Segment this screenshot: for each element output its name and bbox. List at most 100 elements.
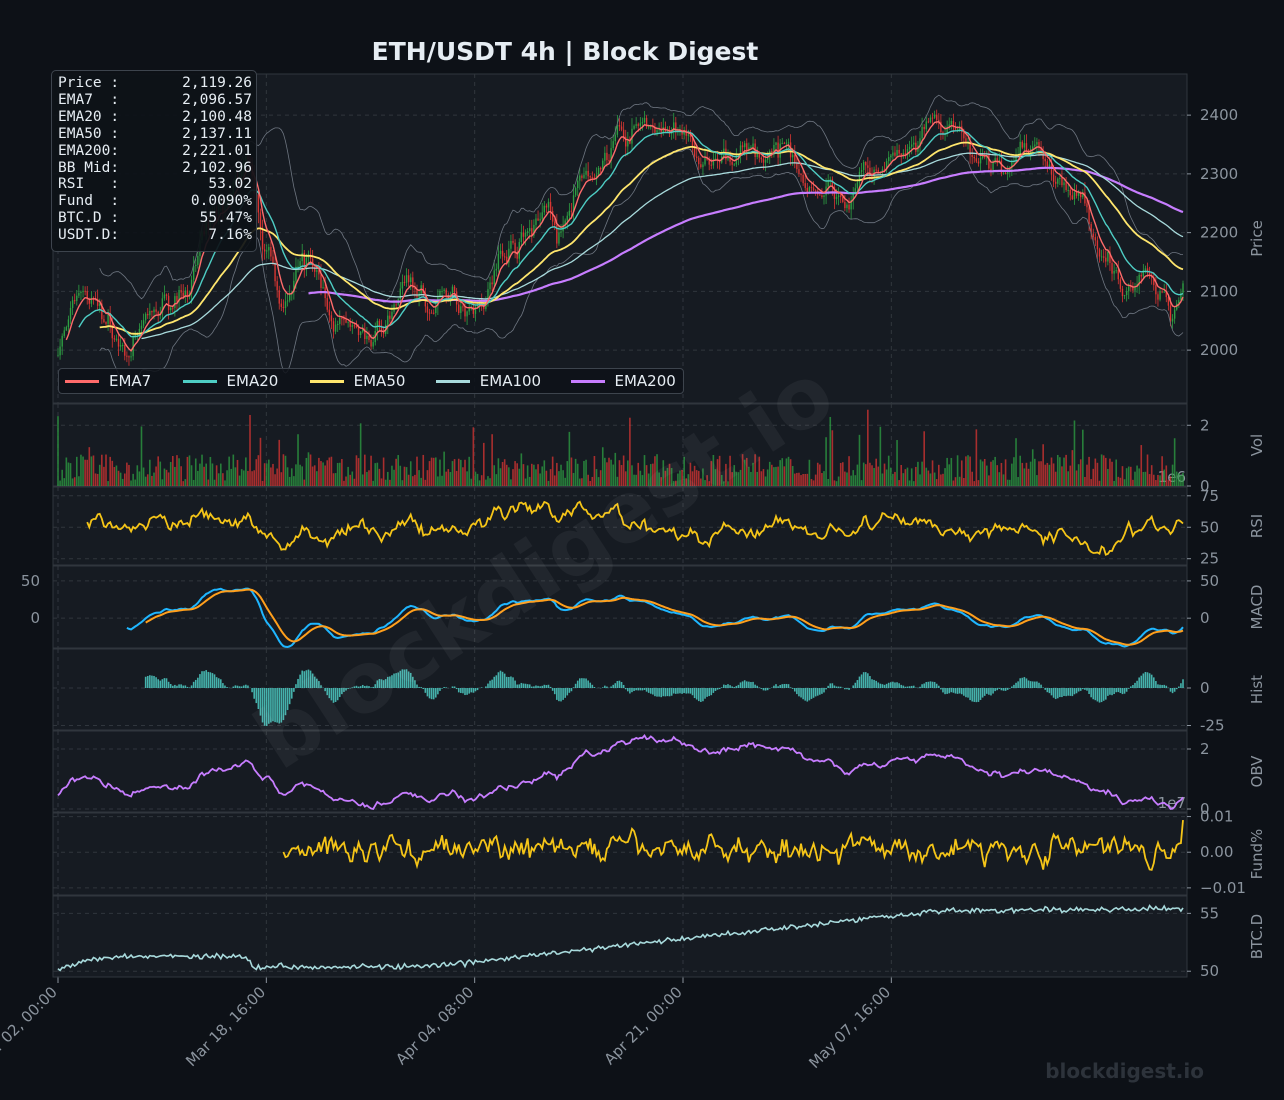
histogram-bar [506,677,508,688]
candle-body [128,356,129,357]
candle-body [289,295,290,301]
histogram-bar [713,688,715,693]
candle-body [151,311,152,312]
volume-bar [980,460,982,486]
candle-body [195,265,196,266]
volume-bar [452,461,454,486]
chart-title: ETH/USDT 4h | Block Digest [372,37,759,66]
volume-bar [404,467,406,486]
volume-bar [915,467,917,486]
volume-bar [996,465,998,486]
volume-bar [1161,456,1163,486]
volume-bar [458,459,460,486]
histogram-bar [738,685,740,688]
volume-bar [1157,475,1159,486]
histogram-bar [786,684,788,688]
candle-body [57,355,58,356]
histogram-bar [698,688,700,701]
volume-bar [909,480,911,486]
volume-bar [437,476,439,486]
histogram-bar [1024,677,1026,688]
y-tick-label: 2400 [1200,106,1238,124]
candle-body [1078,193,1079,196]
volume-bar [1047,463,1049,486]
histogram-bar [936,684,938,688]
volume-bar [1092,469,1094,486]
volume-bar [460,460,462,486]
volume-bar [379,469,381,486]
histogram-bar [621,682,623,688]
histogram-bar [999,688,1001,689]
histogram-bar [243,685,245,688]
volume-bar [72,478,74,486]
histogram-bar [193,682,195,688]
histogram-bar [1180,683,1182,688]
info-key: RSI : [58,176,146,193]
histogram-bar [523,684,525,688]
candle-body [494,270,495,284]
candle-body [78,293,79,296]
y-tick-label-left: 0 [30,609,40,627]
histogram-bar [1170,688,1172,692]
volume-bar [936,479,938,486]
info-value: 2,221.01 [146,143,252,160]
histogram-bar [1036,681,1038,688]
volume-bar [1017,477,1019,486]
candle-body [696,157,697,158]
candle-body [379,321,380,326]
histogram-bar [1147,672,1149,688]
volume-bar [228,457,230,486]
histogram-bar [859,677,861,688]
histogram-bar [452,686,454,688]
histogram-bar [571,688,573,691]
histogram-bar [779,685,781,688]
histogram-bar [1034,682,1036,688]
panel-btcd [53,896,1187,977]
candle-body [1065,182,1066,190]
histogram-bar [644,688,646,690]
histogram-bar [852,685,854,688]
candle-body [1036,142,1037,144]
volume-bar [857,465,859,486]
histogram-bar [992,688,994,694]
candle-body [1022,142,1023,148]
volume-bar [281,472,283,486]
volume-bar [1051,458,1053,486]
histogram-bar [704,688,706,699]
volume-bar [274,474,276,486]
volume-bar [383,458,385,486]
volume-bar [427,470,429,486]
volume-bar [525,479,527,486]
histogram-bar [456,688,458,689]
candle-body [585,171,586,175]
volume-bar [1090,479,1092,486]
histogram-bar [564,688,566,698]
histogram-bar [692,688,694,695]
volume-bar [466,471,468,486]
volume-bar [339,463,341,486]
candle-body [180,290,181,293]
histogram-bar [199,674,201,688]
candle-body [1122,289,1123,296]
volume-bar [122,479,124,486]
histogram-bar [913,686,915,688]
histogram-bar [552,688,554,691]
volume-bar [898,480,900,486]
histogram-bar [980,688,982,700]
volume-bar [226,470,228,486]
info-row: BTC.D :55.47% [58,210,256,227]
candle-body [345,320,346,323]
histogram-bar [1013,685,1015,688]
histogram-bar [1120,688,1122,693]
volume-bar [819,464,821,486]
histogram-bar [481,687,483,688]
info-value: 2,096.57 [146,92,252,109]
candle-body [590,176,591,177]
histogram-bar [157,679,159,688]
volume-bar [139,471,141,486]
histogram-bar [903,686,905,688]
histogram-bar [986,688,988,694]
candle-body [1005,173,1006,174]
volume-bar [846,472,848,486]
candle-body [815,190,816,191]
